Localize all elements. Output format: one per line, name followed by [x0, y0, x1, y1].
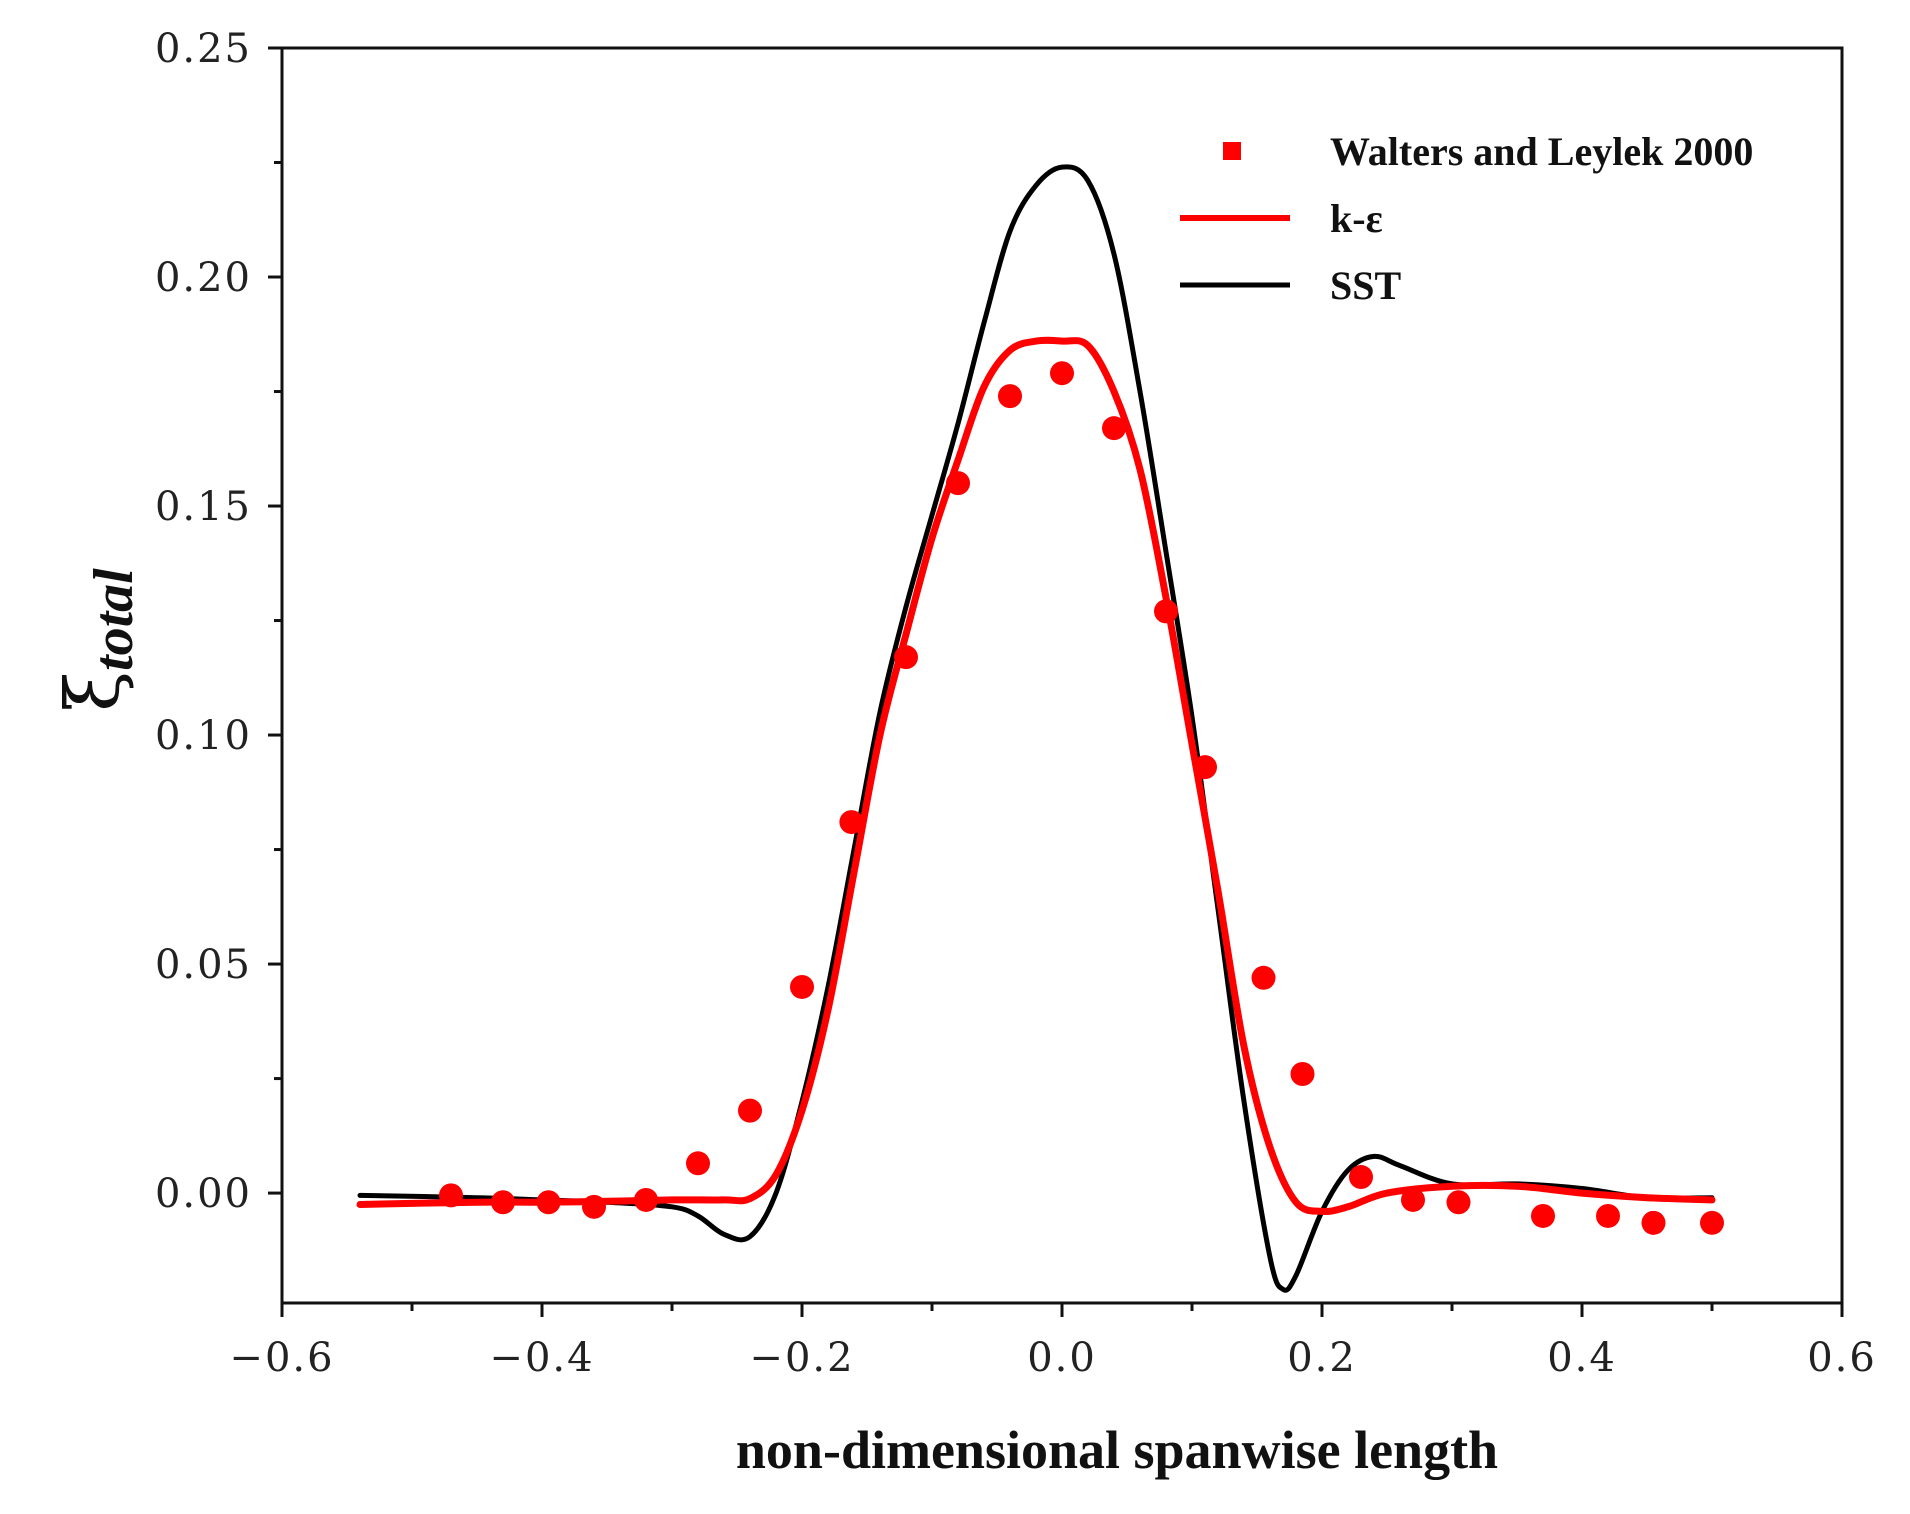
x-tick-label: −0.2 [749, 1335, 854, 1381]
data-point [439, 1183, 463, 1208]
data-point [738, 1098, 762, 1123]
data-point [1193, 755, 1217, 780]
data-point [1290, 1061, 1315, 1086]
data-point [1700, 1210, 1724, 1235]
y-tick-label: 0.15 [155, 484, 252, 530]
legend-label: SST [1330, 263, 1401, 308]
y-tick-label: 0.10 [155, 713, 252, 759]
y-tick-label: 0.25 [155, 26, 252, 72]
data-point [491, 1190, 515, 1215]
legend: Walters and Leylek 2000 k-ε SST [1180, 129, 1753, 308]
data-point [1050, 361, 1074, 386]
data-point [1349, 1165, 1373, 1190]
data-point [1446, 1190, 1471, 1215]
x-tick-label: −0.4 [489, 1335, 594, 1381]
x-tick-label: 0.6 [1807, 1335, 1877, 1381]
data-point [894, 645, 918, 670]
data-point [1401, 1187, 1425, 1212]
y-tick-label: 0.00 [155, 1171, 252, 1217]
data-point [1154, 599, 1178, 624]
x-tick-label: −0.6 [229, 1335, 334, 1381]
legend-label: k-ε [1330, 196, 1383, 241]
y-axis-title-symbol: ξ [50, 671, 136, 712]
series-line-k-epsilon [356, 336, 1716, 1216]
data-point [582, 1194, 606, 1219]
data-point [1596, 1203, 1620, 1228]
data-point [1641, 1210, 1666, 1235]
data-point [1102, 416, 1126, 441]
svg-text:ξtotal: ξtotal [50, 568, 145, 712]
data-point [839, 810, 864, 835]
data-point [1251, 965, 1276, 990]
plot-layer: −0.6 −0.4 −0.2 0.0 0.2 0.4 0.6 0.00 0.05 0.10 0.15… [155, 26, 1877, 1381]
x-tick-label: 0.4 [1547, 1335, 1617, 1381]
y-axis-title: ξtotal [50, 568, 145, 712]
x-axis-title: non-dimensional spanwise length [736, 1420, 1498, 1480]
data-point [998, 384, 1022, 409]
data-point [634, 1187, 658, 1212]
y-tick-label: 0.05 [155, 942, 252, 988]
legend-marker-square [1223, 142, 1241, 160]
y-tick-label: 0.20 [155, 255, 252, 301]
series-line-sst [357, 164, 1715, 1293]
legend-label: Walters and Leylek 2000 [1330, 129, 1753, 174]
x-tick-label: 0.2 [1287, 1335, 1357, 1381]
y-axis-title-subscript: total [83, 568, 145, 671]
data-point [790, 974, 814, 999]
data-point [536, 1190, 561, 1215]
data-point [686, 1151, 710, 1176]
x-tick-label: 0.0 [1027, 1335, 1097, 1381]
data-point [946, 471, 970, 496]
data-point [1531, 1203, 1555, 1228]
